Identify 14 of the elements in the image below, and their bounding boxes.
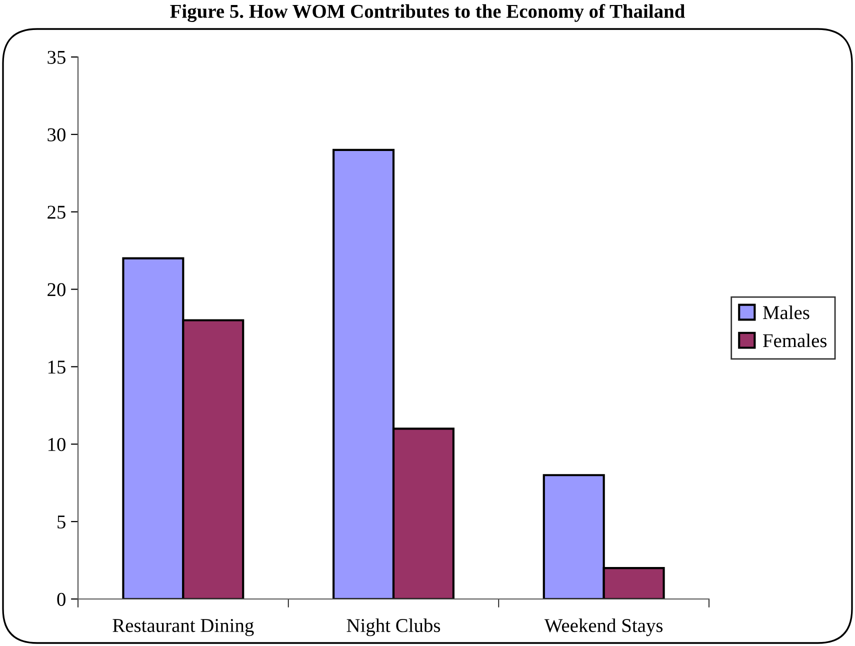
x-tick-label: Restaurant Dining	[112, 619, 254, 636]
chart-title: Figure 5. How WOM Contributes to the Economy of Thailand	[170, 4, 685, 22]
y-tick-label: 10	[48, 438, 66, 452]
y-tick-label: 35	[48, 50, 66, 64]
x-tick-label: Weekend Stays	[544, 618, 663, 636]
y-tick-label: 25	[48, 206, 66, 219]
y-tick-label: 5	[58, 516, 66, 529]
y-tick-label: 15	[48, 360, 66, 374]
legend-label: Females	[763, 334, 827, 348]
y-tick-label: 20	[48, 283, 66, 296]
y-tick-label: 30	[48, 128, 66, 142]
y-tick-label: 0	[57, 592, 66, 606]
legend-label: Males	[763, 306, 810, 320]
x-tick-label: Night Clubs	[346, 618, 440, 636]
